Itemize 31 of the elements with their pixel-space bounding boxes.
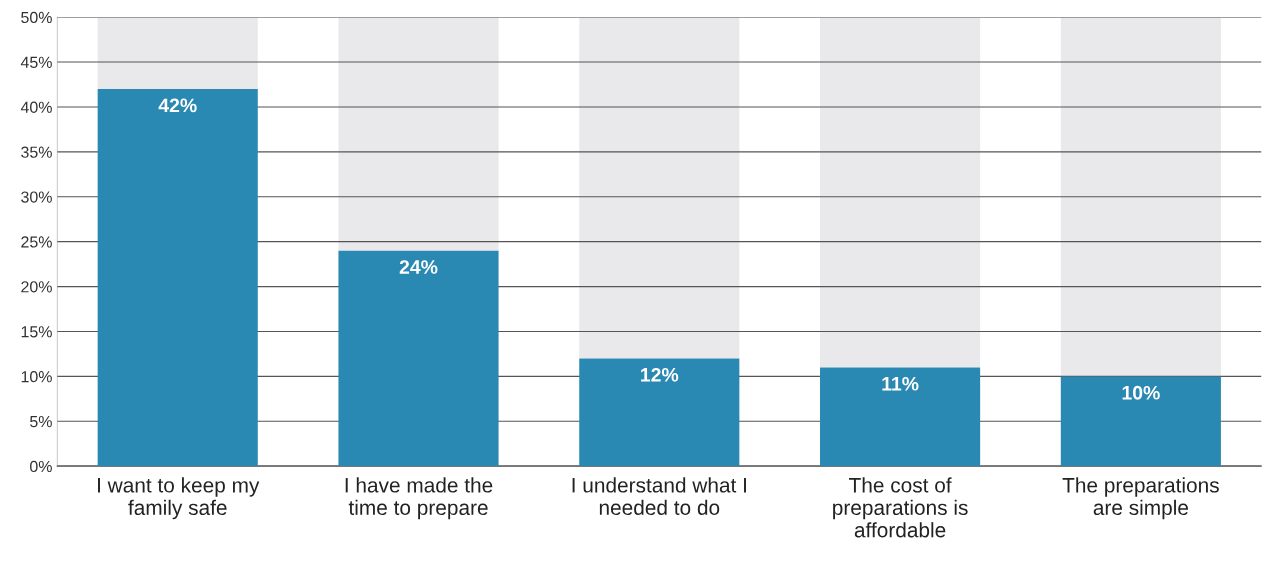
- bar: [338, 17, 499, 251]
- y-tick-label: 25%: [21, 236, 52, 248]
- bar: [579, 17, 740, 359]
- bar: [820, 17, 981, 368]
- bar: [97, 89, 258, 467]
- data-label: 12%: [641, 367, 679, 382]
- bar: [820, 367, 981, 467]
- y-tick-label: 35%: [21, 146, 52, 158]
- y-tick-label: 5%: [30, 415, 52, 428]
- x-tick-label: I have made the time to prepare: [345, 477, 493, 520]
- x-tick-label: The cost of preparations is affordable: [833, 477, 968, 538]
- bar: [1060, 17, 1221, 377]
- y-tick-label: 40%: [20, 101, 52, 113]
- x-tick-label: The preparations are simple: [1062, 477, 1219, 520]
- data-label: 42%: [158, 98, 197, 113]
- bar: [1060, 376, 1221, 467]
- bar: [579, 358, 740, 467]
- x-tick-label: I want to keep my family safe: [98, 477, 260, 520]
- bar: [97, 17, 258, 89]
- x-tick-label: I understand what I needed to do: [572, 477, 746, 516]
- bar: [338, 250, 499, 467]
- y-tick-label: 10%: [21, 371, 52, 383]
- y-tick-label: 45%: [20, 56, 52, 69]
- y-tick-label: 15%: [21, 326, 52, 338]
- y-tick-label: 50%: [21, 11, 52, 24]
- y-tick-label: 20%: [21, 281, 52, 293]
- data-label: 10%: [1122, 385, 1160, 400]
- y-tick-label: 30%: [21, 191, 52, 203]
- y-tick-label: 0%: [30, 460, 52, 473]
- data-label: 24%: [399, 260, 438, 274]
- data-label: 11%: [882, 376, 919, 391]
